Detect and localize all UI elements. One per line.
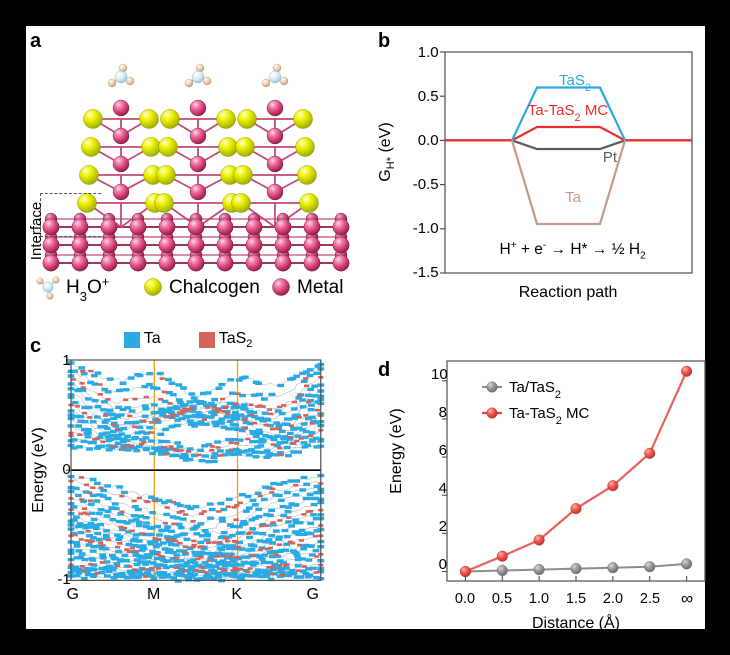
svg-text:TaS2: TaS2 [559,72,591,94]
svg-text:Ta/TaS2: Ta/TaS2 [509,379,561,401]
svg-text:Ta-TaS2 MC: Ta-TaS2 MC [509,405,589,427]
svg-text:Pt: Pt [603,149,618,166]
svg-text:Ta: Ta [565,189,582,206]
svg-text:Chalcogen: Chalcogen [169,277,260,298]
svg-text:Metal: Metal [297,277,343,298]
svg-text:H3O+: H3O+ [66,274,109,304]
svg-text:Ta-TaS2 MC: Ta-TaS2 MC [527,102,607,124]
